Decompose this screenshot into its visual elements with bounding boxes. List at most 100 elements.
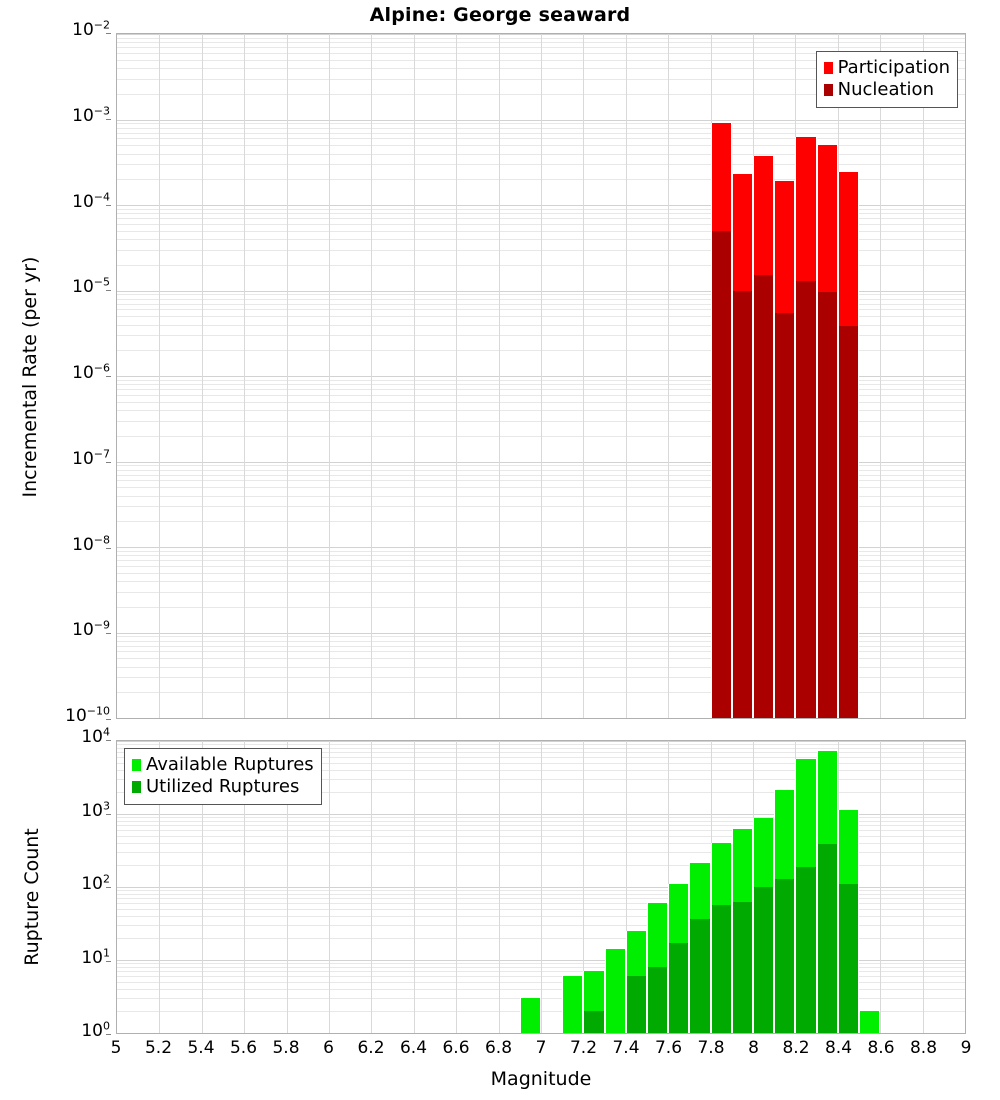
- bar: [837, 172, 859, 718]
- x-tick-label: 5: [110, 1038, 122, 1058]
- bottom-plot-legend: Available Ruptures Utilized Ruptures: [124, 748, 322, 805]
- bottom-plot-y-ticklabels: 104 103 102 101 100: [4, 726, 111, 1040]
- legend-entry: Available Ruptures: [132, 754, 314, 776]
- x-tick-label: 5.2: [144, 1038, 173, 1058]
- bar-segment-background: [562, 976, 584, 1033]
- bar: [753, 818, 775, 1033]
- x-tick-label: 6.4: [399, 1038, 428, 1058]
- y-tick-mark: [106, 33, 111, 34]
- bar: [710, 123, 732, 718]
- bar-segment-foreground: [625, 976, 647, 1033]
- bar: [774, 181, 796, 718]
- bar-segment-foreground: [837, 883, 859, 1033]
- bar-segment-foreground: [583, 1011, 605, 1033]
- x-tick-label: 6.8: [484, 1038, 513, 1058]
- y-tick-label: 104: [81, 725, 110, 747]
- y-tick-mark: [106, 376, 111, 377]
- x-tick-label: 7.2: [569, 1038, 598, 1058]
- bottom-plot-bars: [117, 741, 965, 1033]
- y-tick-label: 10−6: [72, 361, 110, 383]
- top-plot-legend: Participation Nucleation: [815, 51, 958, 108]
- rupture-count-plot: Available Ruptures Utilized Ruptures: [116, 740, 966, 1034]
- bar: [710, 843, 732, 1033]
- y-tick-label: 10−2: [72, 18, 110, 40]
- legend-swatch-icon: [132, 781, 141, 793]
- legend-label: Nucleation: [837, 79, 934, 100]
- y-tick-mark: [106, 118, 111, 120]
- bar-segment-background: [519, 998, 541, 1033]
- bar-segment-background: [604, 949, 626, 1033]
- x-tick-label: 8: [748, 1038, 759, 1058]
- bar: [689, 862, 711, 1033]
- x-tick-label: 7.4: [612, 1038, 640, 1058]
- bar: [795, 758, 817, 1033]
- bar-segment-foreground: [668, 943, 690, 1033]
- bar: [795, 137, 817, 718]
- y-tick-label: 10−4: [72, 189, 110, 212]
- legend-swatch-icon: [823, 84, 833, 96]
- incremental-rate-plot: Participation Nucleation: [116, 33, 966, 719]
- bar-segment-foreground: [753, 275, 775, 718]
- bar-segment-background: [859, 1011, 881, 1033]
- y-tick-mark: [106, 1034, 111, 1035]
- bar: [816, 750, 838, 1033]
- bar-segment-foreground: [710, 904, 732, 1033]
- x-tick-label: 9: [960, 1038, 972, 1058]
- x-tick-label: 7.8: [697, 1038, 725, 1058]
- y-tick-label: 101: [81, 945, 110, 968]
- x-axis-title: Magnitude: [490, 1068, 592, 1090]
- bar: [753, 156, 775, 718]
- x-tick-label: 7: [535, 1038, 547, 1058]
- x-tick-label: 8.4: [824, 1038, 853, 1058]
- y-tick-label: 10−8: [72, 532, 110, 555]
- y-tick-label: 102: [81, 872, 110, 894]
- bar: [519, 998, 541, 1033]
- bottom-plot-y-axis-title: Rupture Count: [21, 828, 43, 966]
- legend-entry: Participation: [823, 57, 950, 79]
- bar-segment-foreground: [795, 280, 817, 718]
- y-tick-mark: [106, 461, 111, 463]
- y-tick-mark: [106, 740, 111, 741]
- legend-label: Available Ruptures: [146, 754, 314, 775]
- x-tick-label: 8.8: [909, 1038, 938, 1058]
- y-tick-label: 100: [81, 1019, 110, 1041]
- bar: [583, 971, 605, 1033]
- x-tick-label: 5.4: [187, 1038, 215, 1058]
- bar-segment-foreground: [816, 843, 838, 1033]
- bar: [562, 976, 584, 1033]
- bar-segment-foreground: [795, 866, 817, 1033]
- legend-swatch-icon: [823, 62, 833, 74]
- y-tick-label: 10−10: [65, 704, 110, 726]
- y-tick-mark: [106, 719, 111, 720]
- bar: [604, 949, 626, 1033]
- y-tick-label: 10−9: [72, 618, 110, 641]
- x-tick-label: 8.6: [867, 1038, 895, 1058]
- bar-segment-foreground: [731, 902, 753, 1033]
- x-tick-label: 6.6: [442, 1038, 470, 1058]
- bar: [774, 790, 796, 1033]
- y-tick-mark: [106, 290, 111, 292]
- y-tick-label: 10−3: [72, 104, 110, 126]
- x-tick-label: 6: [323, 1038, 334, 1058]
- top-plot-bars: [117, 34, 965, 718]
- bar-segment-foreground: [774, 878, 796, 1033]
- y-tick-mark: [106, 887, 111, 888]
- bar-segment-foreground: [710, 230, 732, 718]
- y-tick-mark: [106, 547, 111, 549]
- legend-entry: Nucleation: [823, 79, 950, 101]
- top-plot-y-axis-title: Incremental Rate (per yr): [19, 256, 41, 498]
- x-tick-label: 5.8: [272, 1038, 300, 1058]
- bar: [625, 930, 647, 1033]
- bar: [668, 883, 690, 1033]
- bar: [816, 145, 838, 718]
- y-tick-mark: [106, 633, 111, 635]
- y-tick-mark: [106, 813, 111, 815]
- page-title: Alpine: George seaward: [369, 4, 631, 26]
- bar-segment-foreground: [647, 967, 669, 1033]
- bar-segment-foreground: [731, 290, 753, 718]
- top-plot-y-ticklabels: 10−2 10−3 10−4 10−5 10−6 10−7 10−8 10−9 10−10: [4, 19, 111, 725]
- x-tick-label: 6.2: [357, 1038, 385, 1058]
- bar: [837, 809, 859, 1033]
- legend-label: Participation: [837, 57, 950, 78]
- bar-segment-foreground: [837, 326, 859, 718]
